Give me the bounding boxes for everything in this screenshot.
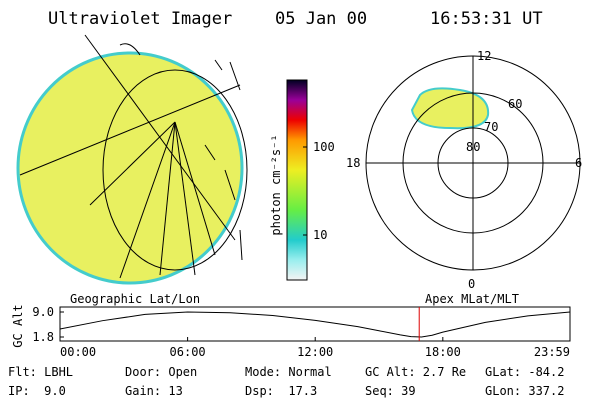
- altitude-line: [59, 311, 571, 338]
- status-field: GLat: -84.2: [485, 365, 564, 379]
- y-tick-label: 1.8: [32, 330, 54, 344]
- x-tick-label: 00:00: [60, 345, 96, 359]
- status-field: GC Alt: 2.7 Re: [365, 365, 466, 379]
- mlt-label: 0: [468, 277, 475, 291]
- x-tick-label: 06:00: [170, 345, 206, 359]
- instrument: Ultraviolet Imager: [48, 9, 232, 29]
- panel-label: Apex MLat/MLT: [425, 292, 519, 306]
- colorbar-label: photon cm⁻²s⁻¹: [269, 134, 283, 235]
- earth-image: [16, 34, 248, 285]
- mlat-label: 80: [466, 140, 480, 154]
- mlt-label: 12: [477, 49, 491, 63]
- y-tick-label: 9.0: [32, 305, 54, 319]
- mlt-label: 18: [346, 156, 360, 170]
- colorbar: [286, 79, 308, 281]
- date: 05 Jan 00: [275, 9, 367, 29]
- status-field: Door: Open: [125, 365, 197, 379]
- mlat-label: 60: [508, 97, 522, 111]
- status-field: Mode: Normal: [245, 365, 332, 379]
- status-field: Flt: LBHL: [8, 365, 73, 379]
- time: 16:53:31 UT: [430, 9, 543, 29]
- colorbar-tick-label: 100: [313, 140, 335, 154]
- x-tick-label: 23:59: [534, 345, 570, 359]
- status-field: GLon: 337.2: [485, 384, 564, 398]
- altitude-label: GC Alt: [11, 304, 25, 347]
- status-field: Dsp: 17.3: [245, 384, 317, 398]
- mlat-label: 70: [484, 120, 498, 134]
- footer: Flt: LBHL Door: Open Mode: Normal GC Alt: 2…: [8, 365, 564, 398]
- polar-plot: [365, 55, 581, 271]
- x-tick-label: 18:00: [425, 345, 461, 359]
- x-tick-label: 12:00: [297, 345, 333, 359]
- panel-label: Geographic Lat/Lon: [70, 292, 200, 306]
- status-field: Gain: 13: [125, 384, 183, 398]
- colorbar-tick-label: 10: [313, 228, 327, 242]
- altitude-plot: 9.0 1.8 00:00 06:00 12:00 18:00 23:59: [32, 305, 571, 359]
- status-field: Seq: 39: [365, 384, 416, 398]
- status-field: IP: 9.0: [8, 384, 66, 398]
- altitude-frame: [59, 306, 571, 342]
- mlt-label: 6: [575, 156, 582, 170]
